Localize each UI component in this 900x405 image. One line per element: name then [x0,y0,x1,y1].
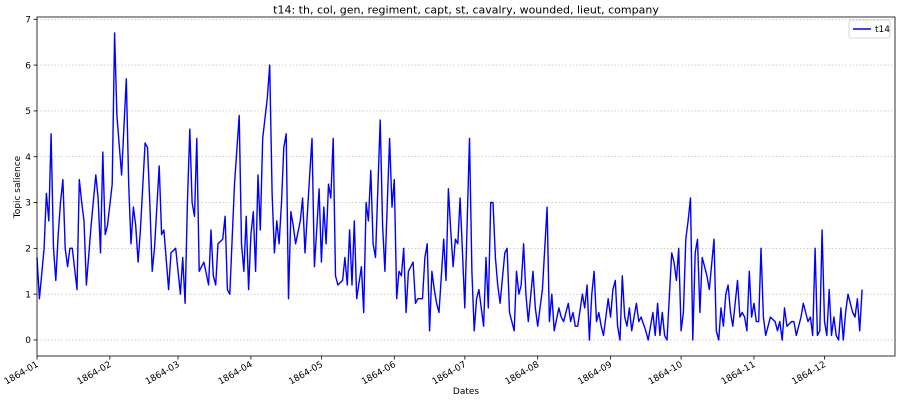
chart-title: t14: th, col, gen, regiment, capt, st, c… [273,4,659,17]
y-tick-label: 4 [25,153,31,163]
y-tick-label: 3 [25,199,31,209]
series-line-t14 [36,32,863,341]
plot-frame [36,16,896,357]
y-axis-ticks: 0 1 2 3 4 5 6 7 [25,15,37,346]
y-tick-label: 0 [25,336,31,346]
legend-label-t14: t14 [875,25,890,35]
y-axis-label: Topic salience [13,155,23,219]
y-tick-label: 6 [25,61,31,71]
x-axis-label: Dates [453,387,480,397]
y-gridlines [37,18,895,341]
y-tick-label: 2 [25,245,31,255]
y-tick-label: 1 [25,290,31,300]
series-layer [36,32,863,341]
legend: t14 [848,19,891,39]
y-tick-label: 5 [25,107,31,117]
y-tick-label: 7 [25,15,31,25]
